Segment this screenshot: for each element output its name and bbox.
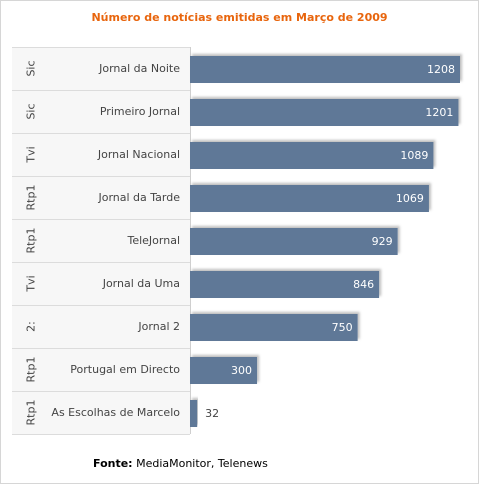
category-column-background <box>12 47 190 434</box>
bar <box>190 400 198 427</box>
bar <box>190 271 380 298</box>
source-text: MediaMonitor, Telenews <box>136 457 268 470</box>
bar <box>190 228 398 255</box>
value-label: 300 <box>231 364 252 377</box>
value-label: 1208 <box>427 63 455 76</box>
channel-label: Rtp1 <box>25 185 38 211</box>
value-label: 1089 <box>400 149 428 162</box>
channel-label: Sic <box>25 103 38 119</box>
category-label: Portugal em Directo <box>70 363 180 376</box>
category-label: Jornal da Uma <box>102 277 180 290</box>
category-label: TeleJornal <box>126 234 180 247</box>
source-label: Fonte: <box>93 457 133 470</box>
category-label: Jornal Nacional <box>97 148 180 161</box>
value-label: 1201 <box>425 106 453 119</box>
category-label: As Escolhas de Marcelo <box>51 406 180 419</box>
channel-label: Rtp1 <box>25 228 38 254</box>
bar <box>190 99 459 126</box>
channel-label: Rtp1 <box>25 400 38 426</box>
channel-label: Rtp1 <box>25 357 38 383</box>
channel-label: Sic <box>25 60 38 76</box>
channel-label: Tvi <box>25 146 38 163</box>
value-label: 1069 <box>396 192 424 205</box>
channel-label: Tvi <box>25 275 38 292</box>
category-label: Jornal da Tarde <box>97 191 180 204</box>
channel-label: 2: <box>25 321 38 332</box>
category-label: Jornal da Noite <box>98 62 180 75</box>
bar <box>190 314 358 341</box>
category-label: Primeiro Jornal <box>100 105 180 118</box>
value-label: 846 <box>353 278 374 291</box>
bar <box>190 357 258 384</box>
bar <box>190 56 460 83</box>
bar <box>190 185 429 212</box>
category-label: Jornal 2 <box>137 320 180 333</box>
bar <box>190 142 434 169</box>
chart-title: Número de notícias emitidas em Março de … <box>91 11 388 24</box>
value-label: 32 <box>205 407 219 420</box>
source-note: Fonte: MediaMonitor, Telenews <box>93 457 268 470</box>
value-label: 750 <box>332 321 353 334</box>
value-label: 929 <box>372 235 393 248</box>
